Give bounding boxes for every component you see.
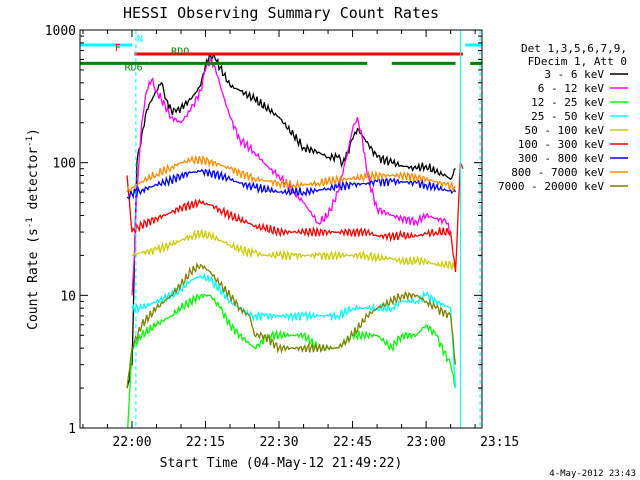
series-layer [126,53,464,428]
flag-label-rdo: RDO [171,47,189,58]
legend: Det 1,3,5,6,7,9,FDecim 1, Att 03 - 6 keV… [498,42,628,193]
y-axis-label-mid: detector [26,147,41,218]
plot-frame [79,29,483,429]
legend-label-7000-20000-kev: 7000 - 20000 keV [498,180,604,193]
series-line-25-50-kev [131,272,457,389]
series-line-800-7000-kev [126,154,456,193]
legend-header-line: FDecim 1, Att 0 [528,55,627,68]
legend-label-3-6-kev: 3 - 6 keV [544,68,604,81]
x-axis: 22:00 22:15 22:30 22:45 23:00 23:15 [82,30,519,450]
legend-label-6-12-kev: 6 - 12 keV [538,82,605,95]
legend-label-100-300-kev: 100 - 300 keV [518,138,604,151]
x-tick-label: 22:30 [259,435,298,450]
y-axis-label-sup2: -1 [25,136,35,147]
series-line-50-100-kev [131,229,456,270]
flag-label-n: N [137,34,143,45]
y-axis-label: Count Rate (s-1 detector-1) [25,128,41,330]
series-line-100-300-kev [126,162,464,273]
chart-title: HESSI Observing Summary Count Rates [123,4,439,22]
legend-label-300-800-kev: 300 - 800 keV [518,152,604,165]
y-tick-label: 10 [60,289,76,304]
y-axis-label-end: ) [26,128,41,136]
legend-header-line: Det 1,3,5,6,7,9, [521,42,627,55]
y-axis-label-sup1: -1 [25,217,35,228]
series-line-3-6-kev [126,53,456,389]
y-axis-label-main: Count Rate (s [26,228,41,330]
series-line-300-800-kev [126,168,457,200]
y-axis: 1 10 100 1000 [45,24,482,437]
date-stamp: 4-May-2012 23:43 [549,469,636,479]
legend-label-50-100-kev: 50 - 100 keV [525,124,605,137]
series-line-7000-20000-kev [126,262,457,389]
x-tick-label: 23:00 [407,435,446,450]
x-tick-label: 22:45 [333,435,372,450]
x-tick-label: 23:15 [480,435,519,450]
flags-layer: N F RDO RD6 [80,34,482,74]
x-tick-label: 22:00 [112,435,151,450]
y-tick-label: 1 [68,422,76,437]
legend-label-25-50-kev: 25 - 50 keV [531,110,604,123]
x-axis-label: Start Time (04-May-12 21:49:22) [160,456,403,471]
y-tick-label: 1000 [45,24,76,39]
legend-label-12-25-kev: 12 - 25 keV [531,96,604,109]
flag-label-f: F [115,43,121,54]
x-tick-label: 22:15 [186,435,225,450]
y-tick-label: 100 [53,157,76,172]
flag-label-rd6: RD6 [125,63,143,74]
legend-label-800-7000-kev: 800 - 7000 keV [511,166,604,179]
